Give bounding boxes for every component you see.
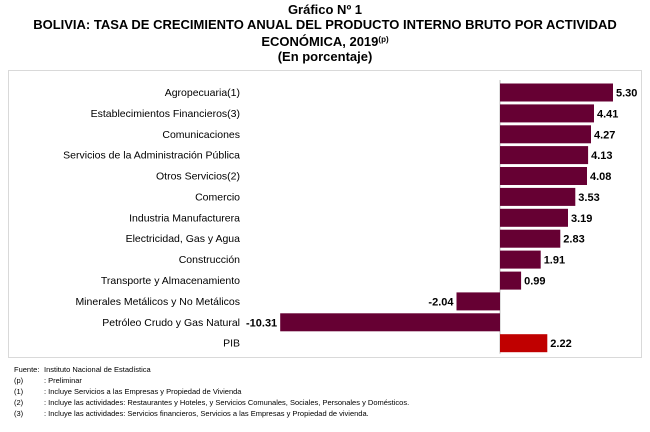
footnote-key: (p) — [14, 376, 24, 385]
footnote-key: (1) — [14, 387, 24, 396]
bar — [500, 334, 548, 353]
category-label: Servicios de la Administración Pública — [63, 150, 240, 162]
value-label: 5.30 — [616, 88, 637, 100]
footnote-text: Instituto Nacional de Estadística — [44, 365, 151, 374]
value-label: 0.99 — [524, 276, 545, 288]
category-label: Comunicaciones — [162, 129, 240, 141]
category-label: Comercio — [195, 191, 240, 203]
value-label: -10.31 — [246, 317, 277, 329]
chart-frame — [8, 70, 642, 358]
value-label: 2.22 — [550, 338, 571, 350]
footnote-row: (2) : Incluye las actividades: Restaurant… — [14, 397, 409, 408]
value-label: 2.83 — [563, 234, 584, 246]
chart-subtitle: (En porcentaje) — [277, 49, 373, 64]
footnote-key: Fuente: — [14, 365, 40, 374]
footnote-text: : Preliminar — [44, 376, 82, 385]
bar — [500, 187, 576, 206]
value-label: 4.08 — [590, 171, 611, 183]
category-label: Electricidad, Gas y Agua — [126, 233, 241, 245]
bar — [500, 250, 541, 269]
footnote-text: : Incluye las actividades: Servicios fin… — [44, 409, 369, 418]
footnote-key: (3) — [14, 409, 24, 418]
chart-titles: Gráfico Nº 1 BOLIVIA: TASA DE CRECIMIENT… — [0, 2, 650, 64]
value-label: 4.41 — [597, 108, 618, 120]
value-label: 3.19 — [571, 213, 592, 225]
category-label: Otros Servicios(2) — [156, 171, 240, 183]
bar — [500, 146, 589, 165]
footnote-text: : Incluye las actividades: Restaurantes … — [44, 398, 410, 407]
bar — [280, 313, 500, 332]
category-label: Construcción — [179, 254, 240, 266]
footnotes: Fuente: Instituto Nacional de Estadística… — [14, 364, 409, 419]
bar — [500, 167, 587, 185]
chart-title-sup: (p) — [378, 35, 389, 44]
category-label: Agropecuaria(1) — [165, 87, 240, 99]
footnote-key: (2) — [14, 398, 24, 407]
chart-title-year: ECONÓMICA, 2019 — [261, 34, 379, 49]
category-label: Transporte y Almacenamiento — [101, 275, 240, 287]
bar — [500, 271, 522, 290]
category-label: Establecimientos Financieros(3) — [91, 108, 240, 120]
footnote-row: (3) : Incluye las actividades: Servicios … — [14, 408, 409, 419]
footnote-row: Fuente: Instituto Nacional de Estadística — [14, 364, 409, 375]
category-label: Petróleo Crudo y Gas Natural — [102, 317, 240, 329]
category-label: PIB — [223, 338, 240, 350]
value-label: 3.53 — [578, 192, 599, 204]
bar — [500, 125, 591, 144]
bar — [500, 229, 561, 248]
bar — [500, 83, 613, 102]
bar — [456, 292, 500, 311]
value-label: -2.04 — [428, 296, 454, 308]
bar — [500, 208, 568, 227]
footnote-row: (p) : Preliminar — [14, 375, 409, 386]
value-label: 4.27 — [594, 129, 615, 141]
bar — [500, 104, 594, 123]
footnote-text: : Incluye Servicios a las Empresas y Pro… — [44, 387, 242, 396]
chart-title-line2: ECONÓMICA, 2019(p) — [0, 32, 650, 49]
footnote-row: (1) : Incluye Servicios a las Empresas y … — [14, 386, 409, 397]
category-label: Minerales Metálicos y No Metálicos — [75, 296, 240, 308]
chart-number: Gráfico Nº 1 — [287, 2, 363, 17]
category-label: Industria Manufacturera — [129, 212, 240, 224]
value-label: 4.13 — [591, 150, 612, 162]
chart-title-line1: BOLIVIA: TASA DE CRECIMIENTO ANUAL DEL P… — [33, 17, 617, 32]
value-label: 1.91 — [544, 255, 565, 267]
